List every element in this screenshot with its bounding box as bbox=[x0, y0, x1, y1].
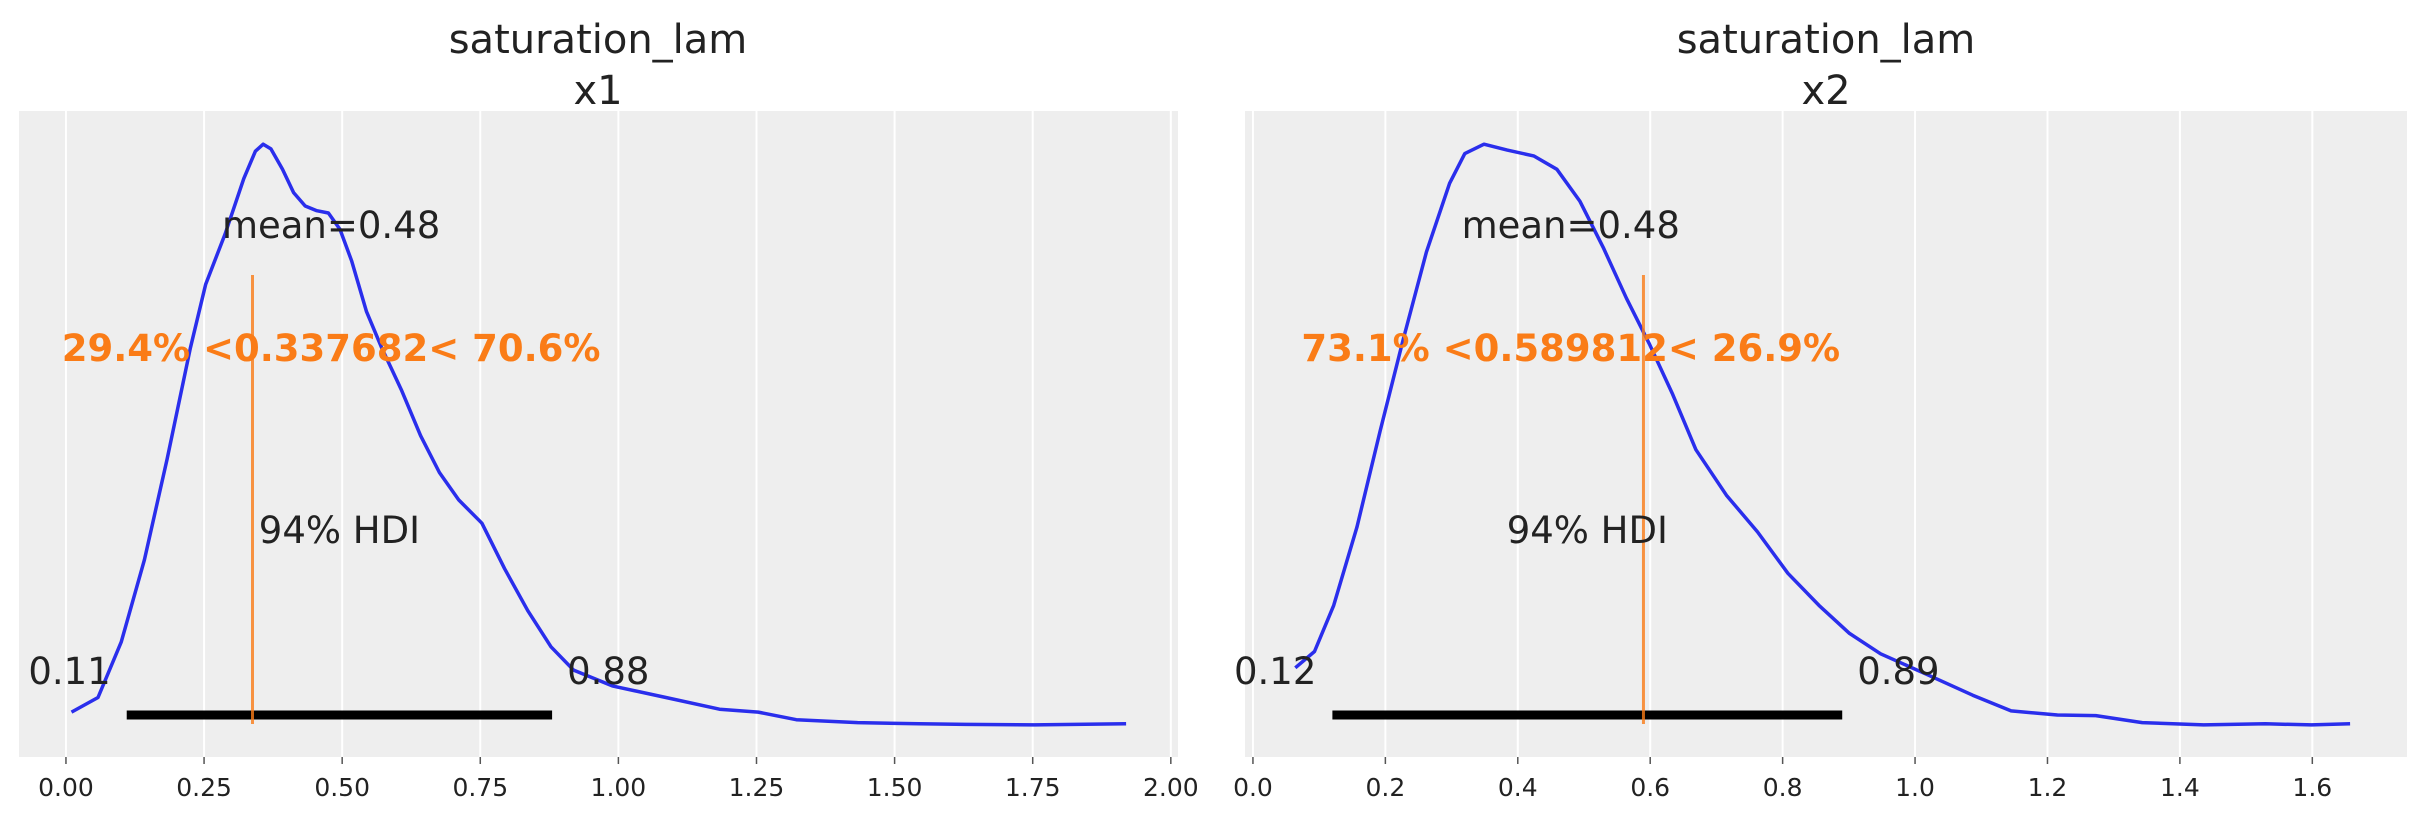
panel-title-line1: saturation_lam bbox=[449, 17, 748, 63]
x-tick-label: 1.4 bbox=[2160, 773, 2200, 802]
kde-line bbox=[70, 142, 1127, 727]
x-tick-label: 0.4 bbox=[1498, 773, 1538, 802]
x-tick-label: 2.00 bbox=[1143, 773, 1199, 802]
x-tick-label: 0.6 bbox=[1630, 773, 1670, 802]
x-tick-label: 0.0 bbox=[1233, 773, 1273, 802]
hdi-high-label: 0.89 bbox=[1857, 650, 1939, 693]
panel-title-line2: x1 bbox=[573, 68, 622, 114]
x-tick-label: 0.8 bbox=[1763, 773, 1803, 802]
x-tick-label: 1.75 bbox=[1005, 773, 1061, 802]
x-tick-label: 0.50 bbox=[314, 773, 370, 802]
x-tick-label: 1.00 bbox=[591, 773, 647, 802]
panel-x1: saturation_lam x1 0.00 0.25 0.50 0.75 1.00 1.… bbox=[19, 17, 1199, 802]
plot-area bbox=[19, 111, 1178, 757]
plot-area bbox=[1245, 111, 2407, 757]
x-tick-label: 0.00 bbox=[38, 773, 94, 802]
x-tick-label: 0.2 bbox=[1365, 773, 1405, 802]
hdi-label: 94% HDI bbox=[259, 509, 420, 552]
x-tick-label: 1.2 bbox=[2028, 773, 2068, 802]
x-tick-label: 0.75 bbox=[452, 773, 508, 802]
hdi-high-label: 0.88 bbox=[567, 650, 649, 693]
hdi-label: 94% HDI bbox=[1507, 509, 1668, 552]
mean-label: mean=0.48 bbox=[222, 204, 440, 247]
x-tick-label: 0.25 bbox=[176, 773, 232, 802]
mean-label: mean=0.48 bbox=[1462, 204, 1680, 247]
x-tick-label: 1.0 bbox=[1895, 773, 1935, 802]
x-tick-label: 1.6 bbox=[2292, 773, 2332, 802]
panel-x2: saturation_lam x2 0.0 0.2 0.4 0.6 0.8 1.0 1.2 1… bbox=[1233, 17, 2407, 802]
hdi-low-label: 0.11 bbox=[28, 650, 110, 693]
kde-line bbox=[1294, 142, 2351, 727]
x-tick-label: 1.50 bbox=[867, 773, 923, 802]
reference-label: 73.1% <0.589812< 26.9% bbox=[1301, 327, 1840, 370]
x-tick-label: 1.25 bbox=[729, 773, 785, 802]
reference-label: 29.4% <0.337682< 70.6% bbox=[62, 327, 601, 370]
hdi-low-label: 0.12 bbox=[1234, 650, 1316, 693]
panel-title-line1: saturation_lam bbox=[1677, 17, 1976, 63]
panel-title-line2: x2 bbox=[1801, 68, 1850, 114]
